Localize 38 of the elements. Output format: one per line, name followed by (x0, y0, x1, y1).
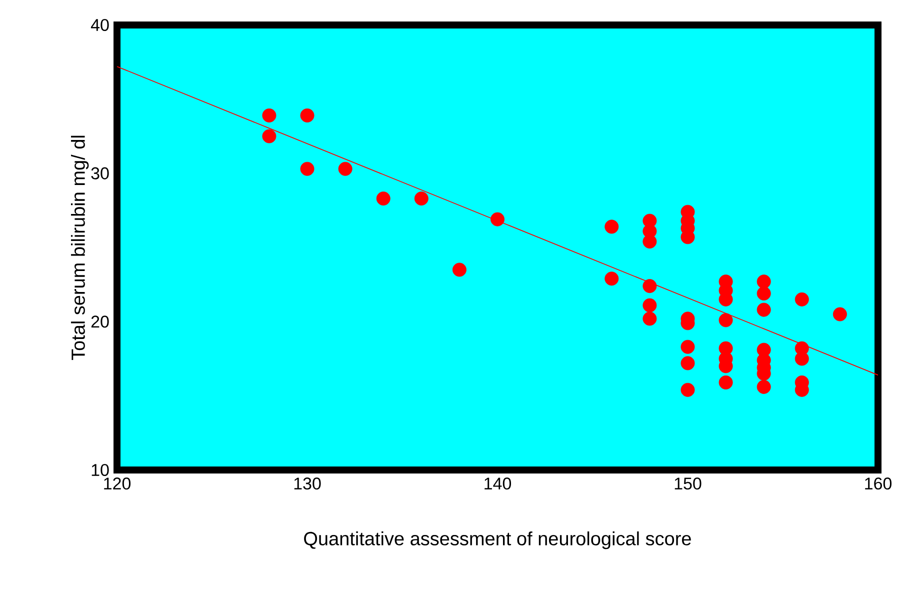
point (604, 220, 619, 234)
point (642, 298, 657, 312)
y-tick-label: 20 (91, 316, 109, 328)
point (604, 272, 619, 286)
point (680, 356, 695, 370)
point (490, 212, 505, 226)
point (832, 307, 847, 322)
point (452, 262, 466, 277)
x-tick-label: 160 (865, 478, 892, 490)
x-tick-label: 140 (484, 478, 512, 490)
point (414, 192, 428, 206)
point (300, 108, 314, 122)
point (794, 292, 809, 306)
point (262, 108, 276, 122)
point (756, 286, 771, 300)
x-tick-label: 130 (294, 478, 321, 490)
x-tick-label: 120 (104, 478, 131, 490)
y-axis-title: Total serum bilirubin mg/ dl (70, 136, 89, 360)
point (642, 234, 657, 249)
y-tick-label: 10 (92, 464, 109, 476)
point (718, 375, 733, 390)
y-tick-label: 30 (91, 167, 109, 180)
x-tick-label: 150 (674, 478, 702, 490)
point (794, 352, 809, 366)
point (718, 313, 733, 328)
point (756, 380, 771, 394)
point (262, 129, 276, 144)
point (680, 340, 695, 354)
point (376, 192, 390, 206)
point (756, 302, 771, 317)
point (300, 162, 314, 176)
x-axis-title: Quantitative assessment of neurological score (304, 531, 691, 550)
point (642, 279, 657, 294)
y-tick-label: 40 (90, 18, 109, 32)
point (642, 312, 657, 326)
point (338, 162, 352, 176)
point (680, 382, 695, 397)
point (756, 274, 771, 289)
